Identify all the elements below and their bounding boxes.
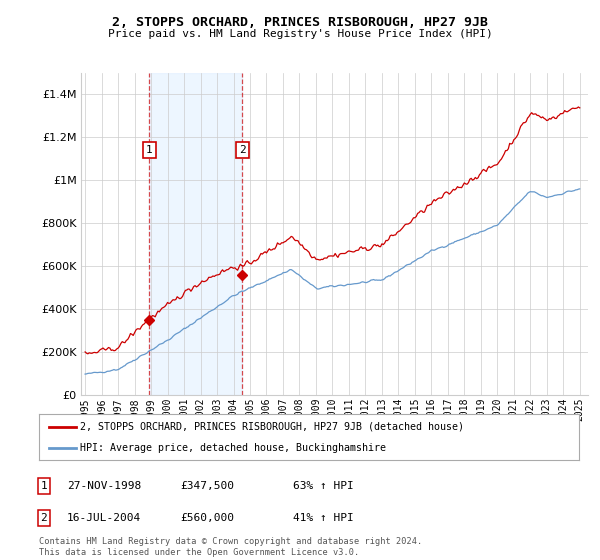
Text: 16-JUL-2004: 16-JUL-2004	[67, 513, 142, 523]
Text: 63% ↑ HPI: 63% ↑ HPI	[293, 481, 353, 491]
Text: 2: 2	[40, 513, 47, 523]
Text: Contains HM Land Registry data © Crown copyright and database right 2024.
This d: Contains HM Land Registry data © Crown c…	[39, 537, 422, 557]
Text: 27-NOV-1998: 27-NOV-1998	[67, 481, 142, 491]
Text: 2, STOPPS ORCHARD, PRINCES RISBOROUGH, HP27 9JB: 2, STOPPS ORCHARD, PRINCES RISBOROUGH, H…	[112, 16, 488, 29]
Text: 2, STOPPS ORCHARD, PRINCES RISBOROUGH, HP27 9JB (detached house): 2, STOPPS ORCHARD, PRINCES RISBOROUGH, H…	[79, 422, 464, 432]
Text: 1: 1	[40, 481, 47, 491]
Text: 1: 1	[146, 145, 152, 155]
Text: HPI: Average price, detached house, Buckinghamshire: HPI: Average price, detached house, Buck…	[79, 443, 386, 453]
Text: £347,500: £347,500	[180, 481, 234, 491]
Bar	[149, 73, 242, 395]
Text: £560,000: £560,000	[180, 513, 234, 523]
Text: 2: 2	[239, 145, 246, 155]
Text: Price paid vs. HM Land Registry's House Price Index (HPI): Price paid vs. HM Land Registry's House …	[107, 29, 493, 39]
Text: 41% ↑ HPI: 41% ↑ HPI	[293, 513, 353, 523]
